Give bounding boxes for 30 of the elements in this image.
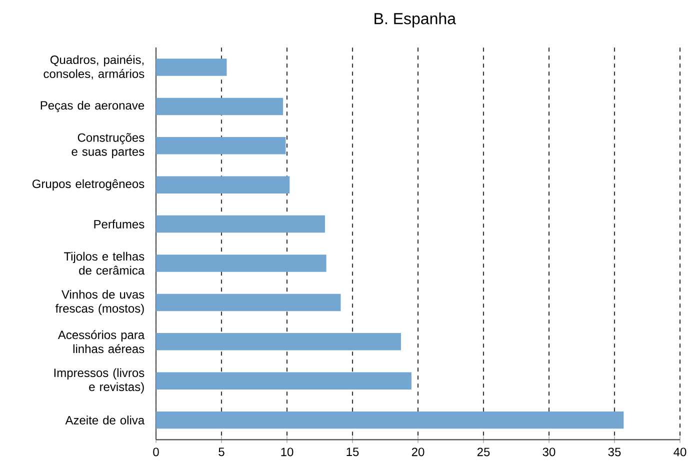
bar — [156, 58, 227, 76]
x-tick-label: 25 — [477, 448, 490, 456]
chart-title: B. Espanha — [374, 12, 456, 28]
x-tick-label: 35 — [608, 448, 621, 456]
x-tick-label: 40 — [674, 448, 686, 456]
bar — [156, 294, 341, 312]
bar — [156, 216, 325, 233]
x-tick-label: 20 — [412, 448, 424, 456]
bar — [156, 176, 290, 194]
y-tick-label: Impressos (livros e revistas) — [54, 368, 144, 394]
x-tick-label: 10 — [281, 448, 294, 456]
x-tick-label: 15 — [346, 448, 359, 456]
bar — [156, 254, 326, 272]
bar — [156, 412, 624, 429]
y-tick-label: Peças de aeronave — [40, 101, 144, 112]
y-tick-label: Perfumes — [94, 220, 144, 229]
y-tick-label: Vinhos de uvas frescas (mostos) — [55, 290, 144, 316]
y-tick-label: Quadros, painéis, consoles, armários — [44, 55, 144, 80]
bar — [156, 98, 284, 116]
y-tick-label: Azeite de oliva — [65, 416, 145, 425]
x-tick-label: 30 — [542, 448, 556, 456]
y-tick-label: Tijolos e telhas de cerâmica — [64, 252, 145, 275]
bar — [156, 137, 286, 154]
y-tick-label: Construções e suas partes — [72, 133, 144, 158]
y-tick-label: Grupos eletrogêneos — [32, 179, 144, 191]
x-tick-label: 5 — [218, 448, 224, 456]
y-tick-label: Acessórios para linhas aéreas — [58, 330, 145, 354]
x-tick-label: 0 — [153, 448, 159, 456]
bar — [156, 333, 401, 350]
bar — [156, 372, 412, 390]
